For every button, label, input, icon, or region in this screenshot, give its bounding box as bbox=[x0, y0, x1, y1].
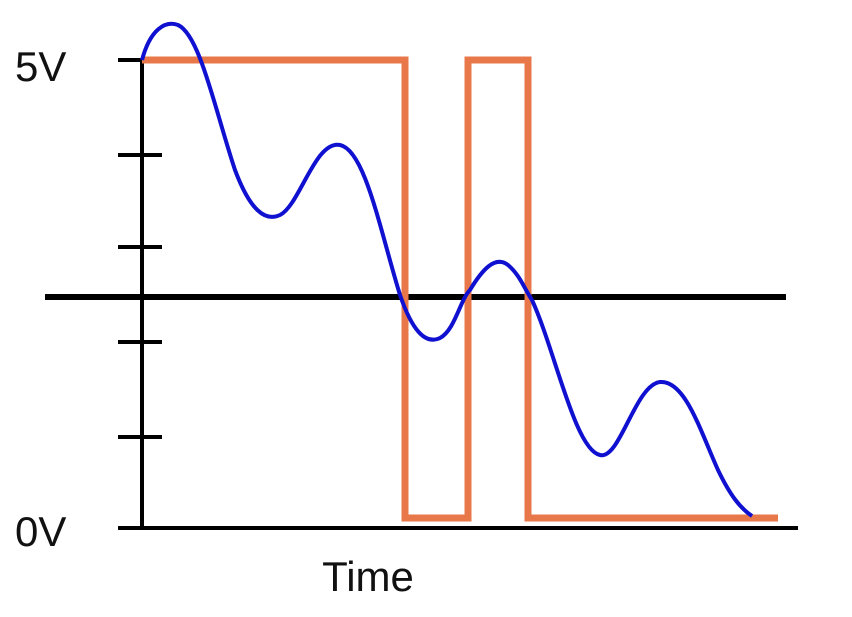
bottom-voltage-label: 0V bbox=[15, 508, 66, 555]
analog-signal bbox=[140, 21, 754, 518]
x-axis-label: Time bbox=[322, 553, 414, 600]
top-voltage-label: 5V bbox=[15, 43, 66, 90]
digital-signal bbox=[142, 56, 778, 522]
